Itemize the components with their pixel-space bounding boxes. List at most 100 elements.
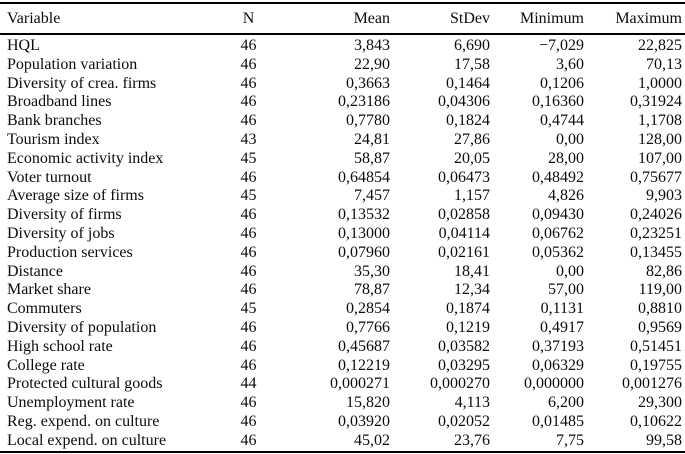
stdev-cell: 0,02858 xyxy=(438,206,490,224)
maximum-cell: 82,86 xyxy=(646,262,682,280)
stdev-cell: 0,03295 xyxy=(438,356,490,374)
variable-cell: Economic activity index xyxy=(7,149,164,167)
table-row: Bank branches 46 0,7780 0,1824 0,4744 1,1708 xyxy=(0,112,685,131)
maximum-cell: 29,300 xyxy=(638,394,682,412)
maximum-cell: 0,001276 xyxy=(622,375,682,393)
n-cell: 46 xyxy=(240,318,257,336)
maximum-cell: 0,8810 xyxy=(638,300,682,318)
stdev-cell: 6,690 xyxy=(454,37,490,54)
maximum-cell: 0,75677 xyxy=(630,168,682,186)
maximum-cell: 0,10622 xyxy=(630,412,682,430)
variable-cell: Reg. expend. on culture xyxy=(7,412,160,430)
n-cell: 46 xyxy=(240,412,257,430)
maximum-cell: 0,51451 xyxy=(630,337,682,355)
minimum-cell: −7,029 xyxy=(538,37,584,54)
stdev-cell: 0,000270 xyxy=(430,375,490,393)
variable-cell: Voter turnout xyxy=(7,168,92,186)
variable-cell: Local expend. on culture xyxy=(0,431,215,453)
n-cell: 46 xyxy=(240,337,257,355)
mean-cell: 0,12219 xyxy=(338,356,390,374)
n-cell: 46 xyxy=(240,224,257,242)
minimum-cell: 57,00 xyxy=(548,281,584,299)
table-row: Diversity of jobs 46 0,13000 0,04114 0,06762… xyxy=(0,225,685,244)
maximum-cell: 0,24026 xyxy=(630,206,682,224)
mean-cell: 7,457 xyxy=(354,187,390,205)
n-cell: 46 xyxy=(240,37,257,54)
stdev-cell: 0,1464 xyxy=(446,74,490,92)
table-row: Market share 46 78,87 12,34 57,00 119,00 xyxy=(0,281,685,300)
table-row: Broadband lines 46 0,23186 0,04306 0,16360 0,… xyxy=(0,93,685,112)
maximum-cell: 70,13 xyxy=(646,55,682,73)
stdev-cell: 0,02052 xyxy=(438,412,490,430)
maximum-cell: 22,825 xyxy=(638,37,682,54)
minimum-cell: 0,06329 xyxy=(532,356,584,374)
maximum-cell: 0,23251 xyxy=(630,224,682,242)
table-row: College rate 46 0,12219 0,03295 0,06329 0,197… xyxy=(0,357,685,376)
variable-cell: Population variation xyxy=(7,55,138,73)
minimum-cell: 0,1131 xyxy=(540,300,584,318)
maximum-cell: 0,31924 xyxy=(630,93,682,111)
table-row: Voter turnout 46 0,64854 0,06473 0,48492 0,75… xyxy=(0,169,685,188)
header-row: Variable N Mean StDev Minimum Maximum xyxy=(0,2,685,35)
table-body: HQL 46 3,843 6,690 −7,029 22,825 Population va… xyxy=(0,34,685,453)
maximum-cell: 119,00 xyxy=(638,281,682,299)
variable-cell: High school rate xyxy=(7,337,113,355)
mean-cell: 0,13000 xyxy=(338,224,390,242)
table-row: Unemployment rate 46 15,820 4,113 6,200 29,30… xyxy=(0,394,685,413)
minimum-cell: 0,1206 xyxy=(540,74,584,92)
stdev-cell: 17,58 xyxy=(454,55,490,73)
stdev-cell: 0,04114 xyxy=(438,224,490,242)
mean-cell: 0,23186 xyxy=(338,93,390,111)
table-row: Reg. expend. on culture 46 0,03920 0,02052 0… xyxy=(0,413,685,432)
stdev-cell: 18,41 xyxy=(454,262,490,280)
table-row: Protected cultural goods 44 0,000271 0,0002… xyxy=(0,375,685,394)
minimum-cell: 28,00 xyxy=(548,149,584,167)
maximum-cell: 128,00 xyxy=(638,130,682,148)
minimum-cell: 0,16360 xyxy=(532,93,584,111)
minimum-cell: 0,4917 xyxy=(540,318,584,336)
table-row: Local expend. on culture 46 45,02 23,76 7,75… xyxy=(0,431,685,453)
table-row: HQL 46 3,843 6,690 −7,029 22,825 xyxy=(0,34,685,56)
maximum-cell: 1,0000 xyxy=(638,74,682,92)
n-cell: 46 xyxy=(240,112,257,130)
table-row: Commuters 45 0,2854 0,1874 0,1131 0,8810 xyxy=(0,300,685,319)
variable-cell: Commuters xyxy=(7,300,82,318)
mean-cell: 0,13532 xyxy=(338,206,390,224)
mean-cell: 15,820 xyxy=(346,394,390,412)
stdev-cell: 0,02161 xyxy=(438,243,490,261)
minimum-cell: 7,75 xyxy=(490,431,584,453)
n-cell: 45 xyxy=(240,149,257,167)
mean-cell: 0,000271 xyxy=(330,375,390,393)
maximum-cell: 99,58 xyxy=(584,431,685,453)
n-cell: 45 xyxy=(240,187,257,205)
variable-cell: Unemployment rate xyxy=(7,394,135,412)
minimum-cell: 0,00 xyxy=(556,130,584,148)
mean-cell: 0,7780 xyxy=(346,112,390,130)
n-cell: 45 xyxy=(240,300,257,318)
maximum-cell: 9,903 xyxy=(646,187,682,205)
minimum-cell: 3,60 xyxy=(556,55,584,73)
n-cell: 46 xyxy=(240,243,257,261)
mean-cell: 58,87 xyxy=(354,149,390,167)
stdev-cell: 1,157 xyxy=(454,187,490,205)
variable-cell: Distance xyxy=(7,262,63,280)
maximum-cell: 107,00 xyxy=(638,149,682,167)
n-cell: 46 xyxy=(215,431,282,453)
mean-cell: 35,30 xyxy=(354,262,390,280)
table-row: Average size of firms 45 7,457 1,157 4,826 9,… xyxy=(0,187,685,206)
column-header-maximum: Maximum xyxy=(584,2,685,35)
n-cell: 46 xyxy=(240,74,257,92)
mean-cell: 45,02 xyxy=(282,431,390,453)
variable-cell: Broadband lines xyxy=(7,93,112,111)
n-cell: 46 xyxy=(240,168,257,186)
mean-cell: 0,3663 xyxy=(346,74,390,92)
minimum-cell: 4,826 xyxy=(548,187,584,205)
variable-cell: HQL xyxy=(7,37,40,54)
stdev-cell: 0,04306 xyxy=(438,93,490,111)
table-row: Economic activity index 45 58,87 20,05 28,00… xyxy=(0,150,685,169)
mean-cell: 0,2854 xyxy=(346,300,390,318)
variable-cell: Average size of firms xyxy=(7,187,144,205)
n-cell: 46 xyxy=(240,262,257,280)
n-cell: 46 xyxy=(240,55,257,73)
